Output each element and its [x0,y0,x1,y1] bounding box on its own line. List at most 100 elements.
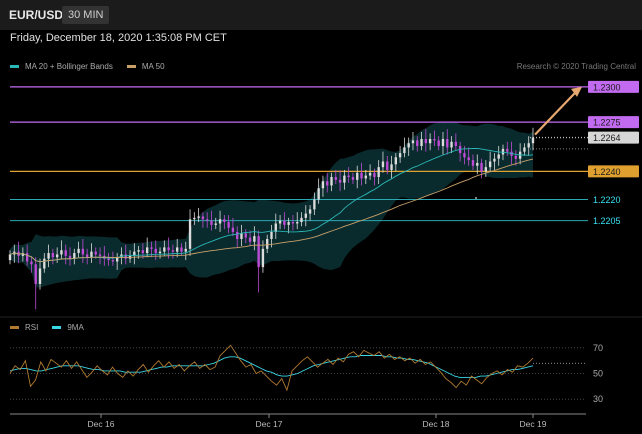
level-tag-1.2264 [588,131,639,144]
candle-body [313,199,316,210]
candle-body [55,254,59,258]
candle-body [441,138,445,147]
candle-body [433,138,436,141]
rsi-legend: RSI 9MA [10,323,84,332]
candle-body [8,254,12,261]
ma20-swatch [10,65,19,68]
candle-body [343,175,346,183]
candle-body [326,181,329,186]
candle-body [321,181,325,189]
candle-body [38,268,42,285]
marker-dot [475,197,477,199]
candle-body [154,248,157,254]
rsi-tick-30: 30 [593,394,603,404]
candle-body [210,220,213,225]
ma50-swatch [126,65,136,68]
candle-body [85,254,89,258]
candle-body [201,216,205,220]
candle-body [111,260,115,262]
candle-body [64,250,67,256]
candle-body [506,148,509,152]
candle-body [171,250,175,252]
candle-body [244,233,247,238]
candle-body [480,162,483,172]
bollinger-bands [10,121,533,288]
candle-body [51,253,55,258]
candle-body [180,247,183,252]
candle-body [420,138,423,147]
candle-body [94,251,97,255]
candle-body [488,161,492,168]
candle-body [73,253,76,259]
candle-body [30,261,33,265]
candle-body [450,141,453,148]
candle-body [454,141,458,147]
candle-body [317,188,320,200]
candle-body [497,154,500,159]
time-tick-Dec-18: Dec 18 [423,419,450,429]
candle-body [304,213,307,218]
time-tick-Dec-17: Dec 17 [256,419,283,429]
candle-body [373,172,376,178]
candle-body [133,251,136,256]
level-tag-1.2240 [588,165,639,178]
candle-body [90,251,93,258]
price-level-labels: 1.2300 1.2275 1.2264 1.2240 1.2220 1.2205 [588,80,639,226]
candle-body [334,177,337,180]
timeframe-button[interactable]: 30 MIN [62,6,110,24]
candle-body [428,138,432,144]
candle-body [278,220,282,224]
candle-body [283,220,286,225]
candle-body [476,162,479,166]
candle-body [501,148,505,155]
ma50-line [9,158,534,263]
candle-body [484,167,488,172]
candle-body [308,209,312,214]
rsi-legend-label: RSI [25,323,39,332]
candle-body [351,177,355,180]
moving-averages [9,147,534,263]
candle-body [115,257,119,262]
candle-body [377,167,380,178]
candle-body [390,164,393,170]
candle-body [253,236,256,242]
candle-body [141,250,145,254]
candle-body [223,219,226,223]
candle-body [21,253,25,256]
candle-body [68,255,72,259]
candle-body [270,231,273,239]
candle-body [381,161,385,168]
candle-body [218,219,222,224]
candle-body [193,217,196,220]
candle-body [206,219,209,221]
candle-body [493,158,496,162]
candle-body [300,217,303,223]
candle-body [158,251,162,254]
level-label-1.2220: 1.2220 [593,195,621,205]
candle-body [231,227,235,232]
candle-body [411,140,415,144]
candle-body [98,254,102,256]
candle-body [356,172,359,180]
candle-body [467,157,470,161]
candle-body [407,143,410,148]
projection-arrowhead [571,86,582,97]
candle-body [514,155,518,159]
candle-body [214,223,217,225]
candle-body [188,219,192,249]
candle-body [338,179,342,183]
rsi-panel: 70 50 30 [0,316,642,404]
candle-body [296,222,299,224]
level-label-1.2264: 1.2264 [593,133,621,143]
time-tick-Dec-16: Dec 16 [88,419,115,429]
candle-body [403,147,406,154]
candle-body [527,143,530,148]
rsi-line [9,344,534,392]
candle-body [124,254,127,259]
time-tick-Dec-19: Dec 19 [520,419,547,429]
level-tag-1.2300 [588,80,639,93]
candle-body [81,248,85,255]
candle-body [25,253,29,262]
projection-arrow [475,86,582,199]
